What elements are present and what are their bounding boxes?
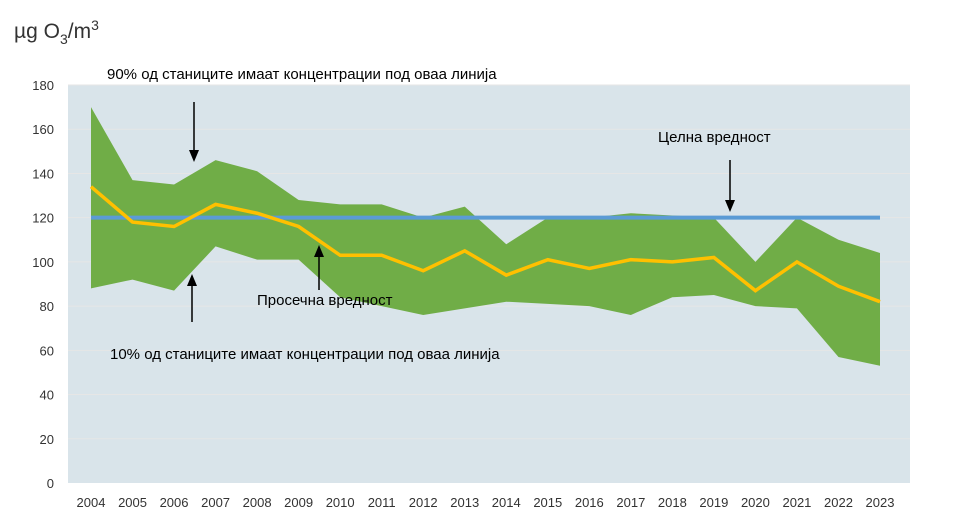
x-tick-label: 2017 [616, 495, 645, 510]
annotation-mean: Просечна вредност [257, 292, 393, 309]
x-tick-label: 2008 [243, 495, 272, 510]
x-tick-label: 2019 [699, 495, 728, 510]
x-tick-label: 2009 [284, 495, 313, 510]
y-tick-label: 100 [32, 255, 54, 270]
y-tick-label: 60 [40, 343, 54, 358]
x-tick-label: 2004 [77, 495, 106, 510]
x-tick-label: 2023 [866, 495, 895, 510]
annotation-p10: 10% од станиците имаат концентрации под … [110, 346, 500, 363]
x-tick-label: 2020 [741, 495, 770, 510]
x-tick-label: 2022 [824, 495, 853, 510]
annotation-p90: 90% од станиците имаат концентрации под … [107, 66, 497, 83]
mean-line [89, 185, 881, 304]
y-tick-label: 40 [40, 388, 54, 403]
x-tick-label: 2014 [492, 495, 521, 510]
annotation-target: Целна вредност [658, 129, 771, 146]
x-tick-label: 2018 [658, 495, 687, 510]
x-tick-label: 2005 [118, 495, 147, 510]
y-tick-label: 0 [47, 476, 54, 491]
x-tick-label: 2006 [160, 495, 189, 510]
y-tick-label: 20 [40, 432, 54, 447]
y-tick-label: 120 [32, 211, 54, 226]
y-tick-label: 80 [40, 299, 54, 314]
y-axis-unit: µg O3/m3 [14, 17, 99, 47]
x-tick-label: 2015 [533, 495, 562, 510]
y-tick-label: 140 [32, 166, 54, 181]
x-tick-label: 2016 [575, 495, 604, 510]
x-tick-label: 2013 [450, 495, 479, 510]
x-tick-label: 2010 [326, 495, 355, 510]
y-tick-label: 180 [32, 78, 54, 93]
x-tick-label: 2021 [782, 495, 811, 510]
percentile-band [91, 107, 880, 366]
y-tick-label: 160 [32, 122, 54, 137]
x-tick-label: 2007 [201, 495, 230, 510]
x-tick-label: 2012 [409, 495, 438, 510]
x-tick-label: 2011 [368, 495, 396, 510]
